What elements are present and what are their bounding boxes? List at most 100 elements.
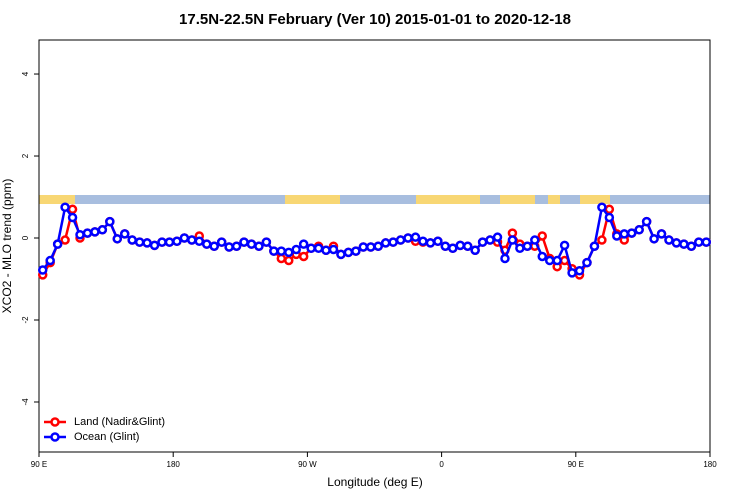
data-point: [291, 244, 301, 255]
data-point: [336, 249, 346, 260]
data-point: [448, 243, 458, 254]
data-point: [626, 228, 637, 238]
y-tick-label: 4: [21, 71, 30, 76]
data-point: [60, 202, 70, 213]
data-point: [157, 237, 167, 247]
legend-label: Land (Nadir&Glint): [74, 416, 165, 428]
data-point: [530, 235, 540, 245]
data-point: [477, 237, 488, 247]
data-point: [134, 237, 145, 247]
data-point: [522, 241, 533, 251]
data-point: [395, 235, 406, 245]
data-point: [67, 204, 78, 215]
data-point: [500, 253, 510, 264]
data-point: [239, 237, 249, 247]
data-point: [45, 255, 55, 266]
y-axis-label: XCO2 - MLO trend (ppm): [0, 179, 14, 314]
data-point: [567, 268, 577, 278]
data-point: [701, 237, 712, 247]
data-point: [164, 237, 175, 247]
chart-title: 17.5N-22.5N February (Ver 10) 2015-01-01…: [179, 11, 571, 28]
data-point: [582, 257, 592, 268]
data-point: [507, 235, 518, 245]
data-point: [37, 265, 48, 275]
data-point: [82, 228, 93, 238]
data-point: [694, 237, 704, 247]
legend-label: Ocean (Glint): [74, 431, 139, 443]
data-point: [75, 229, 85, 240]
x-tick-label: 90 E: [568, 460, 584, 469]
data-point: [351, 246, 361, 256]
land-strip: [548, 195, 560, 204]
data-point: [366, 242, 376, 252]
data-point: [544, 255, 555, 266]
data-point: [306, 243, 316, 254]
ocean-strip: [39, 195, 710, 204]
data-point: [298, 251, 309, 262]
data-point: [597, 202, 607, 213]
data-point: [597, 235, 607, 245]
data-point: [127, 235, 137, 245]
data-point: [671, 238, 682, 248]
data-point: [276, 253, 287, 264]
data-point: [589, 241, 600, 251]
data-point: [321, 245, 331, 256]
data-point: [328, 244, 339, 255]
data-point: [284, 255, 294, 266]
data-point: [105, 216, 115, 227]
data-point: [179, 233, 190, 243]
data-point: [172, 236, 182, 247]
land-strip: [416, 195, 480, 204]
land-strip: [580, 195, 610, 204]
data-point: [656, 229, 667, 239]
data-point: [90, 227, 100, 237]
data-point: [119, 229, 130, 239]
y-tick-label: 2: [21, 153, 30, 158]
data-point: [187, 235, 197, 245]
data-point: [537, 251, 547, 262]
x-axis-label: Longitude (deg E): [327, 475, 422, 489]
data-point: [142, 238, 152, 248]
data-point: [60, 235, 70, 245]
x-tick-label: 90 E: [31, 460, 47, 469]
data-point: [485, 235, 495, 245]
data-point: [209, 241, 219, 251]
data-point: [604, 212, 615, 223]
data-point: [254, 241, 264, 251]
data-point: [679, 239, 689, 249]
data-point: [574, 266, 585, 276]
y-tick-label: 0: [21, 235, 30, 240]
y-tick-label: -2: [21, 316, 30, 324]
data-point: [246, 239, 257, 249]
data-point: [455, 240, 465, 251]
map-strip: [39, 195, 710, 204]
data-point: [552, 255, 562, 266]
data-point: [52, 239, 63, 249]
data-point: [619, 229, 630, 239]
data-point: [664, 235, 674, 245]
land-strip: [285, 195, 340, 204]
data-point: [298, 239, 309, 249]
data-point: [425, 238, 436, 248]
data-point: [358, 242, 369, 252]
data-point: [649, 234, 659, 244]
x-tick-label: 180: [703, 460, 717, 469]
data-point: [410, 232, 421, 242]
data-point: [216, 237, 227, 247]
x-tick-label: 90 W: [298, 460, 317, 469]
data-point: [612, 231, 622, 241]
data-point: [403, 233, 413, 243]
legend-marker: [50, 417, 60, 427]
data-point: [515, 243, 525, 254]
y-tick-label: -4: [21, 398, 30, 406]
data-point: [112, 234, 123, 244]
data-point: [634, 225, 644, 235]
data-point: [194, 236, 205, 247]
data-point: [492, 232, 503, 242]
data-point: [343, 247, 354, 258]
land-strip: [39, 195, 75, 204]
data-point: [149, 240, 160, 251]
legend-marker: [50, 432, 60, 442]
